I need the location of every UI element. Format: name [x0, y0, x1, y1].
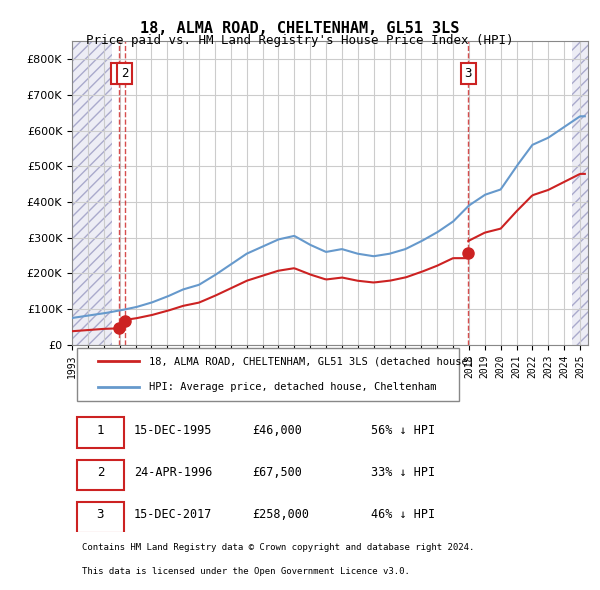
- Bar: [72, 41, 112, 345]
- Bar: [572, 41, 588, 345]
- FancyBboxPatch shape: [77, 460, 124, 490]
- Text: HPI: Average price, detached house, Cheltenham: HPI: Average price, detached house, Chel…: [149, 382, 437, 392]
- FancyBboxPatch shape: [77, 502, 124, 533]
- FancyBboxPatch shape: [77, 417, 124, 448]
- Text: 56% ↓ HPI: 56% ↓ HPI: [371, 424, 436, 437]
- Text: £67,500: £67,500: [253, 466, 302, 479]
- Text: 1: 1: [115, 67, 123, 80]
- Text: Price paid vs. HM Land Registry's House Price Index (HPI): Price paid vs. HM Land Registry's House …: [86, 34, 514, 47]
- Text: 2: 2: [97, 466, 104, 479]
- FancyBboxPatch shape: [77, 348, 459, 401]
- Text: 24-APR-1996: 24-APR-1996: [134, 466, 212, 479]
- Text: Contains HM Land Registry data © Crown copyright and database right 2024.: Contains HM Land Registry data © Crown c…: [82, 543, 475, 552]
- Text: £258,000: £258,000: [253, 509, 310, 522]
- Text: 1: 1: [97, 424, 104, 437]
- Text: £46,000: £46,000: [253, 424, 302, 437]
- Text: 18, ALMA ROAD, CHELTENHAM, GL51 3LS: 18, ALMA ROAD, CHELTENHAM, GL51 3LS: [140, 21, 460, 35]
- Text: This data is licensed under the Open Government Licence v3.0.: This data is licensed under the Open Gov…: [82, 566, 410, 575]
- Text: 18, ALMA ROAD, CHELTENHAM, GL51 3LS (detached house): 18, ALMA ROAD, CHELTENHAM, GL51 3LS (det…: [149, 356, 475, 366]
- Text: 33% ↓ HPI: 33% ↓ HPI: [371, 466, 436, 479]
- Text: 2: 2: [121, 67, 128, 80]
- Text: 15-DEC-2017: 15-DEC-2017: [134, 509, 212, 522]
- Text: 15-DEC-1995: 15-DEC-1995: [134, 424, 212, 437]
- Text: 3: 3: [464, 67, 472, 80]
- Text: 3: 3: [97, 509, 104, 522]
- Text: 46% ↓ HPI: 46% ↓ HPI: [371, 509, 436, 522]
